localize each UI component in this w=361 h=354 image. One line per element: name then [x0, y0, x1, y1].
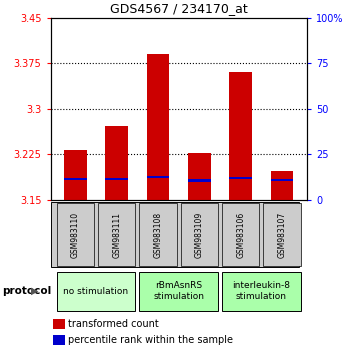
Bar	[64, 177, 87, 180]
Bar	[139, 203, 177, 266]
Bar	[264, 203, 301, 266]
Text: GSM983111: GSM983111	[112, 212, 121, 257]
Text: rBmAsnRS
stimulation: rBmAsnRS stimulation	[153, 281, 204, 301]
Bar	[147, 176, 169, 178]
Bar	[271, 171, 293, 200]
Bar	[229, 73, 252, 200]
Bar	[229, 177, 252, 179]
Text: transformed count: transformed count	[69, 319, 159, 329]
Title: GDS4567 / 234170_at: GDS4567 / 234170_at	[110, 2, 248, 15]
Bar	[147, 54, 169, 200]
Bar	[181, 203, 218, 266]
Text: GSM983107: GSM983107	[278, 211, 287, 258]
Bar	[105, 177, 128, 180]
Bar	[188, 179, 211, 182]
Bar	[57, 272, 135, 311]
Bar	[271, 179, 293, 181]
Bar	[98, 203, 135, 266]
Bar	[64, 150, 87, 200]
Text: GSM983106: GSM983106	[236, 211, 245, 258]
Bar	[222, 272, 301, 311]
Text: GSM983109: GSM983109	[195, 211, 204, 258]
Bar	[105, 126, 128, 200]
Bar	[53, 319, 65, 329]
Text: interleukin-8
stimulation: interleukin-8 stimulation	[232, 281, 290, 301]
Text: ▶: ▶	[31, 286, 38, 296]
Bar	[53, 335, 65, 345]
Bar	[57, 203, 94, 266]
Bar	[188, 153, 211, 200]
Text: no stimulation: no stimulation	[64, 287, 129, 296]
Bar	[139, 272, 218, 311]
Text: percentile rank within the sample: percentile rank within the sample	[69, 335, 234, 345]
Bar	[222, 203, 259, 266]
Text: protocol: protocol	[2, 286, 51, 296]
Text: GSM983108: GSM983108	[153, 211, 162, 258]
Text: GSM983110: GSM983110	[71, 211, 80, 258]
